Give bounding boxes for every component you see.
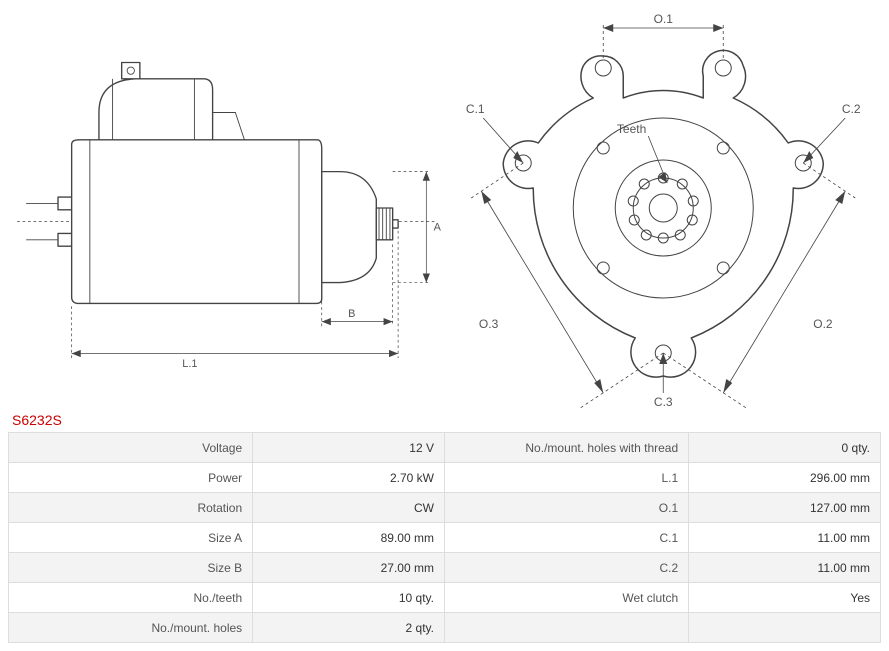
- dim-label-B: B: [348, 308, 355, 320]
- spec-label: C.2: [444, 553, 688, 583]
- spec-label: No./teeth: [9, 583, 253, 613]
- spec-value: 89.00 mm: [253, 523, 445, 553]
- part-number: S6232S: [12, 412, 881, 428]
- side-view-panel: A B L.1: [8, 8, 445, 408]
- dim-label-C1: C.1: [465, 102, 484, 116]
- spec-value: [689, 613, 881, 643]
- table-row: No./mount. holes2 qty.: [9, 613, 881, 643]
- spec-label: No./mount. holes: [9, 613, 253, 643]
- spec-label: Rotation: [9, 493, 253, 523]
- spec-label: L.1: [444, 463, 688, 493]
- spec-label: Wet clutch: [444, 583, 688, 613]
- spec-value: 127.00 mm: [689, 493, 881, 523]
- spec-value: 2.70 kW: [253, 463, 445, 493]
- dim-label-O2: O.2: [813, 317, 833, 331]
- table-row: Power2.70 kWL.1296.00 mm: [9, 463, 881, 493]
- spec-value: 11.00 mm: [689, 523, 881, 553]
- table-row: Size B27.00 mmC.211.00 mm: [9, 553, 881, 583]
- front-view-panel: O.1 C.1 C.2 C.3 Teeth O.2: [445, 8, 882, 408]
- dim-label-Teeth: Teeth: [616, 122, 645, 136]
- spec-value: 296.00 mm: [689, 463, 881, 493]
- table-row: No./teeth10 qty.Wet clutchYes: [9, 583, 881, 613]
- dim-label-A: A: [434, 222, 442, 234]
- spec-value: 27.00 mm: [253, 553, 445, 583]
- spec-label: Size B: [9, 553, 253, 583]
- spec-value: 12 V: [253, 433, 445, 463]
- spec-label: C.1: [444, 523, 688, 553]
- spec-value: 2 qty.: [253, 613, 445, 643]
- spec-label: Voltage: [9, 433, 253, 463]
- spec-value: 11.00 mm: [689, 553, 881, 583]
- spec-label: Size A: [9, 523, 253, 553]
- dim-label-O1: O.1: [653, 12, 673, 26]
- front-view-svg: O.1 C.1 C.2 C.3 Teeth O.2: [445, 8, 882, 408]
- side-view-svg: A B L.1: [8, 8, 445, 408]
- spec-value: CW: [253, 493, 445, 523]
- table-row: Voltage12 VNo./mount. holes with thread0…: [9, 433, 881, 463]
- diagram-row: A B L.1: [8, 8, 881, 408]
- dim-label-C3: C.3: [653, 395, 672, 408]
- spec-value: 10 qty.: [253, 583, 445, 613]
- spec-label: No./mount. holes with thread: [444, 433, 688, 463]
- spec-table: Voltage12 VNo./mount. holes with thread0…: [8, 432, 881, 643]
- table-row: Size A89.00 mmC.111.00 mm: [9, 523, 881, 553]
- dim-label-O3: O.3: [478, 317, 498, 331]
- spec-value: 0 qty.: [689, 433, 881, 463]
- dim-label-L1: L.1: [182, 358, 197, 370]
- table-row: RotationCWO.1127.00 mm: [9, 493, 881, 523]
- spec-value: Yes: [689, 583, 881, 613]
- spec-label: O.1: [444, 493, 688, 523]
- spec-label: Power: [9, 463, 253, 493]
- spec-label: [444, 613, 688, 643]
- dim-label-C2: C.2: [841, 102, 860, 116]
